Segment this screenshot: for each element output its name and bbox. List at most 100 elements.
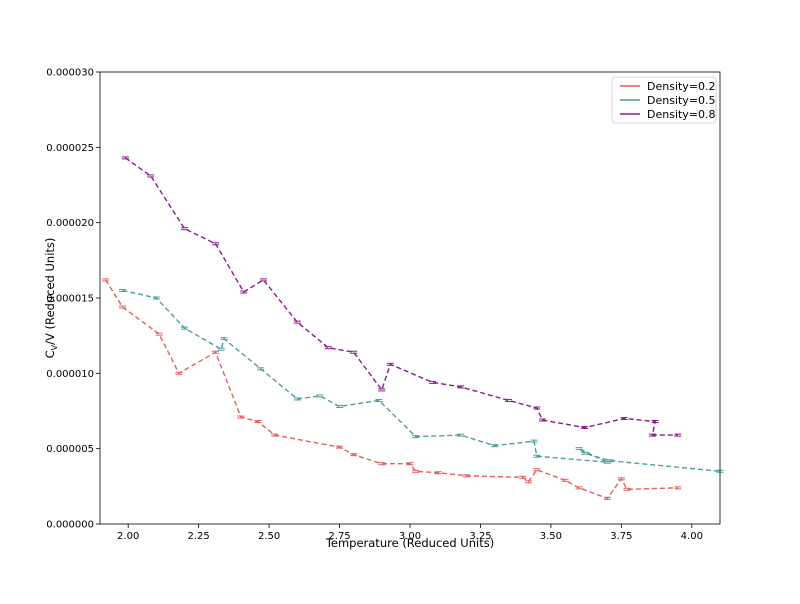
series-line (105, 279, 678, 500)
data-point (617, 477, 625, 481)
legend-label: Density=0.5 (647, 94, 716, 107)
data-point (220, 337, 228, 341)
data-point (533, 454, 541, 458)
data-point (457, 385, 465, 389)
data-point (606, 459, 614, 463)
data-point (575, 447, 583, 451)
y-tick-label: 0.000000 (46, 520, 94, 531)
data-point (561, 478, 569, 482)
y-tick-label: 0.000005 (46, 444, 94, 455)
data-point (434, 471, 442, 475)
data-point (674, 433, 682, 437)
series-density-0-5 (119, 288, 724, 473)
data-point (378, 462, 386, 466)
data-point (336, 445, 344, 449)
data-point (119, 288, 127, 292)
data-point (293, 320, 301, 324)
y-axis-label: CV/V (Reduced Units) (43, 238, 59, 359)
data-point (257, 367, 265, 371)
legend-item-density-0-2: Density=0.2 (620, 80, 716, 93)
data-point (293, 397, 301, 401)
data-point (350, 350, 358, 354)
legend-label: Density=0.8 (647, 108, 716, 121)
data-point (386, 362, 394, 366)
data-point (240, 290, 248, 294)
y-axis-label-subscript: V (50, 344, 59, 350)
data-point (259, 278, 267, 282)
x-tick-label: 2.00 (117, 531, 139, 542)
x-tick-label: 2.50 (258, 531, 280, 542)
data-point (271, 433, 279, 437)
series-line (122, 289, 721, 472)
series-density-0-2 (102, 278, 682, 500)
x-tick-label: 3.25 (469, 531, 491, 542)
data-point (581, 451, 589, 455)
data-point (152, 296, 160, 300)
data-point (181, 227, 189, 231)
data-point (102, 278, 110, 282)
series-layer (102, 156, 724, 500)
data-point (533, 468, 541, 472)
data-point (412, 435, 420, 439)
data-point (581, 426, 589, 430)
data-point (620, 417, 628, 421)
series-line (124, 157, 678, 436)
data-point (429, 380, 437, 384)
data-point (212, 242, 220, 246)
data-point (375, 398, 383, 402)
x-tick-label: 4.00 (681, 531, 703, 542)
data-point (316, 394, 324, 398)
data-point (623, 487, 631, 491)
legend-box (611, 76, 717, 124)
data-point (336, 404, 344, 408)
data-point (519, 475, 527, 479)
y-axis: 0.000000 0.000005 0.000010 0.000015 0.000020… (46, 68, 100, 531)
data-point (217, 347, 225, 351)
x-tick-label: 3.75 (610, 531, 632, 542)
legend-item-density-0-5: Density=0.5 (620, 94, 716, 107)
data-point (121, 156, 129, 160)
y-tick-label: 0.000030 (46, 68, 94, 79)
data-point (212, 350, 220, 354)
x-tick-label: 3.00 (399, 531, 421, 542)
data-point (538, 418, 546, 422)
x-tick-label: 2.25 (188, 531, 210, 542)
legend: Density=0.2 Density=0.5 Density=0.8 (611, 76, 717, 124)
data-point (237, 415, 245, 419)
data-point (648, 433, 656, 437)
series-density-0-8 (121, 156, 682, 437)
data-point (155, 332, 163, 336)
x-axis: 2.00 2.25 2.50 2.75 3.00 3.25 3.50 3.75 4.00 (117, 524, 703, 542)
data-point (181, 326, 189, 330)
data-point (524, 480, 532, 484)
data-point (119, 305, 127, 309)
data-point (505, 398, 513, 402)
data-point (406, 462, 414, 466)
y-tick-label: 0.000015 (46, 294, 94, 305)
data-point (457, 433, 465, 437)
x-tick-label: 3.50 (540, 531, 562, 542)
data-point (378, 388, 386, 392)
x-axis-label: Temperature (Reduced Units) (325, 536, 494, 550)
data-point (412, 469, 420, 473)
legend-label: Density=0.2 (647, 80, 716, 93)
y-axis-label-main: C (43, 350, 57, 358)
data-point (350, 453, 358, 457)
x-tick-label: 2.75 (328, 531, 350, 542)
y-tick-label: 0.000010 (46, 369, 94, 380)
data-point (254, 420, 262, 424)
y-axis-label-rest: /V (Reduced Units) (43, 238, 57, 345)
data-point (603, 496, 611, 500)
data-point (462, 474, 470, 478)
data-point (575, 486, 583, 490)
data-point (324, 346, 332, 350)
y-tick-label: 0.000020 (46, 218, 94, 229)
data-point (147, 174, 155, 178)
data-point (651, 420, 659, 424)
legend-item-density-0-8: Density=0.8 (620, 108, 716, 121)
y-tick-label: 0.000025 (46, 143, 94, 154)
data-point (175, 371, 183, 375)
data-point (674, 486, 682, 490)
